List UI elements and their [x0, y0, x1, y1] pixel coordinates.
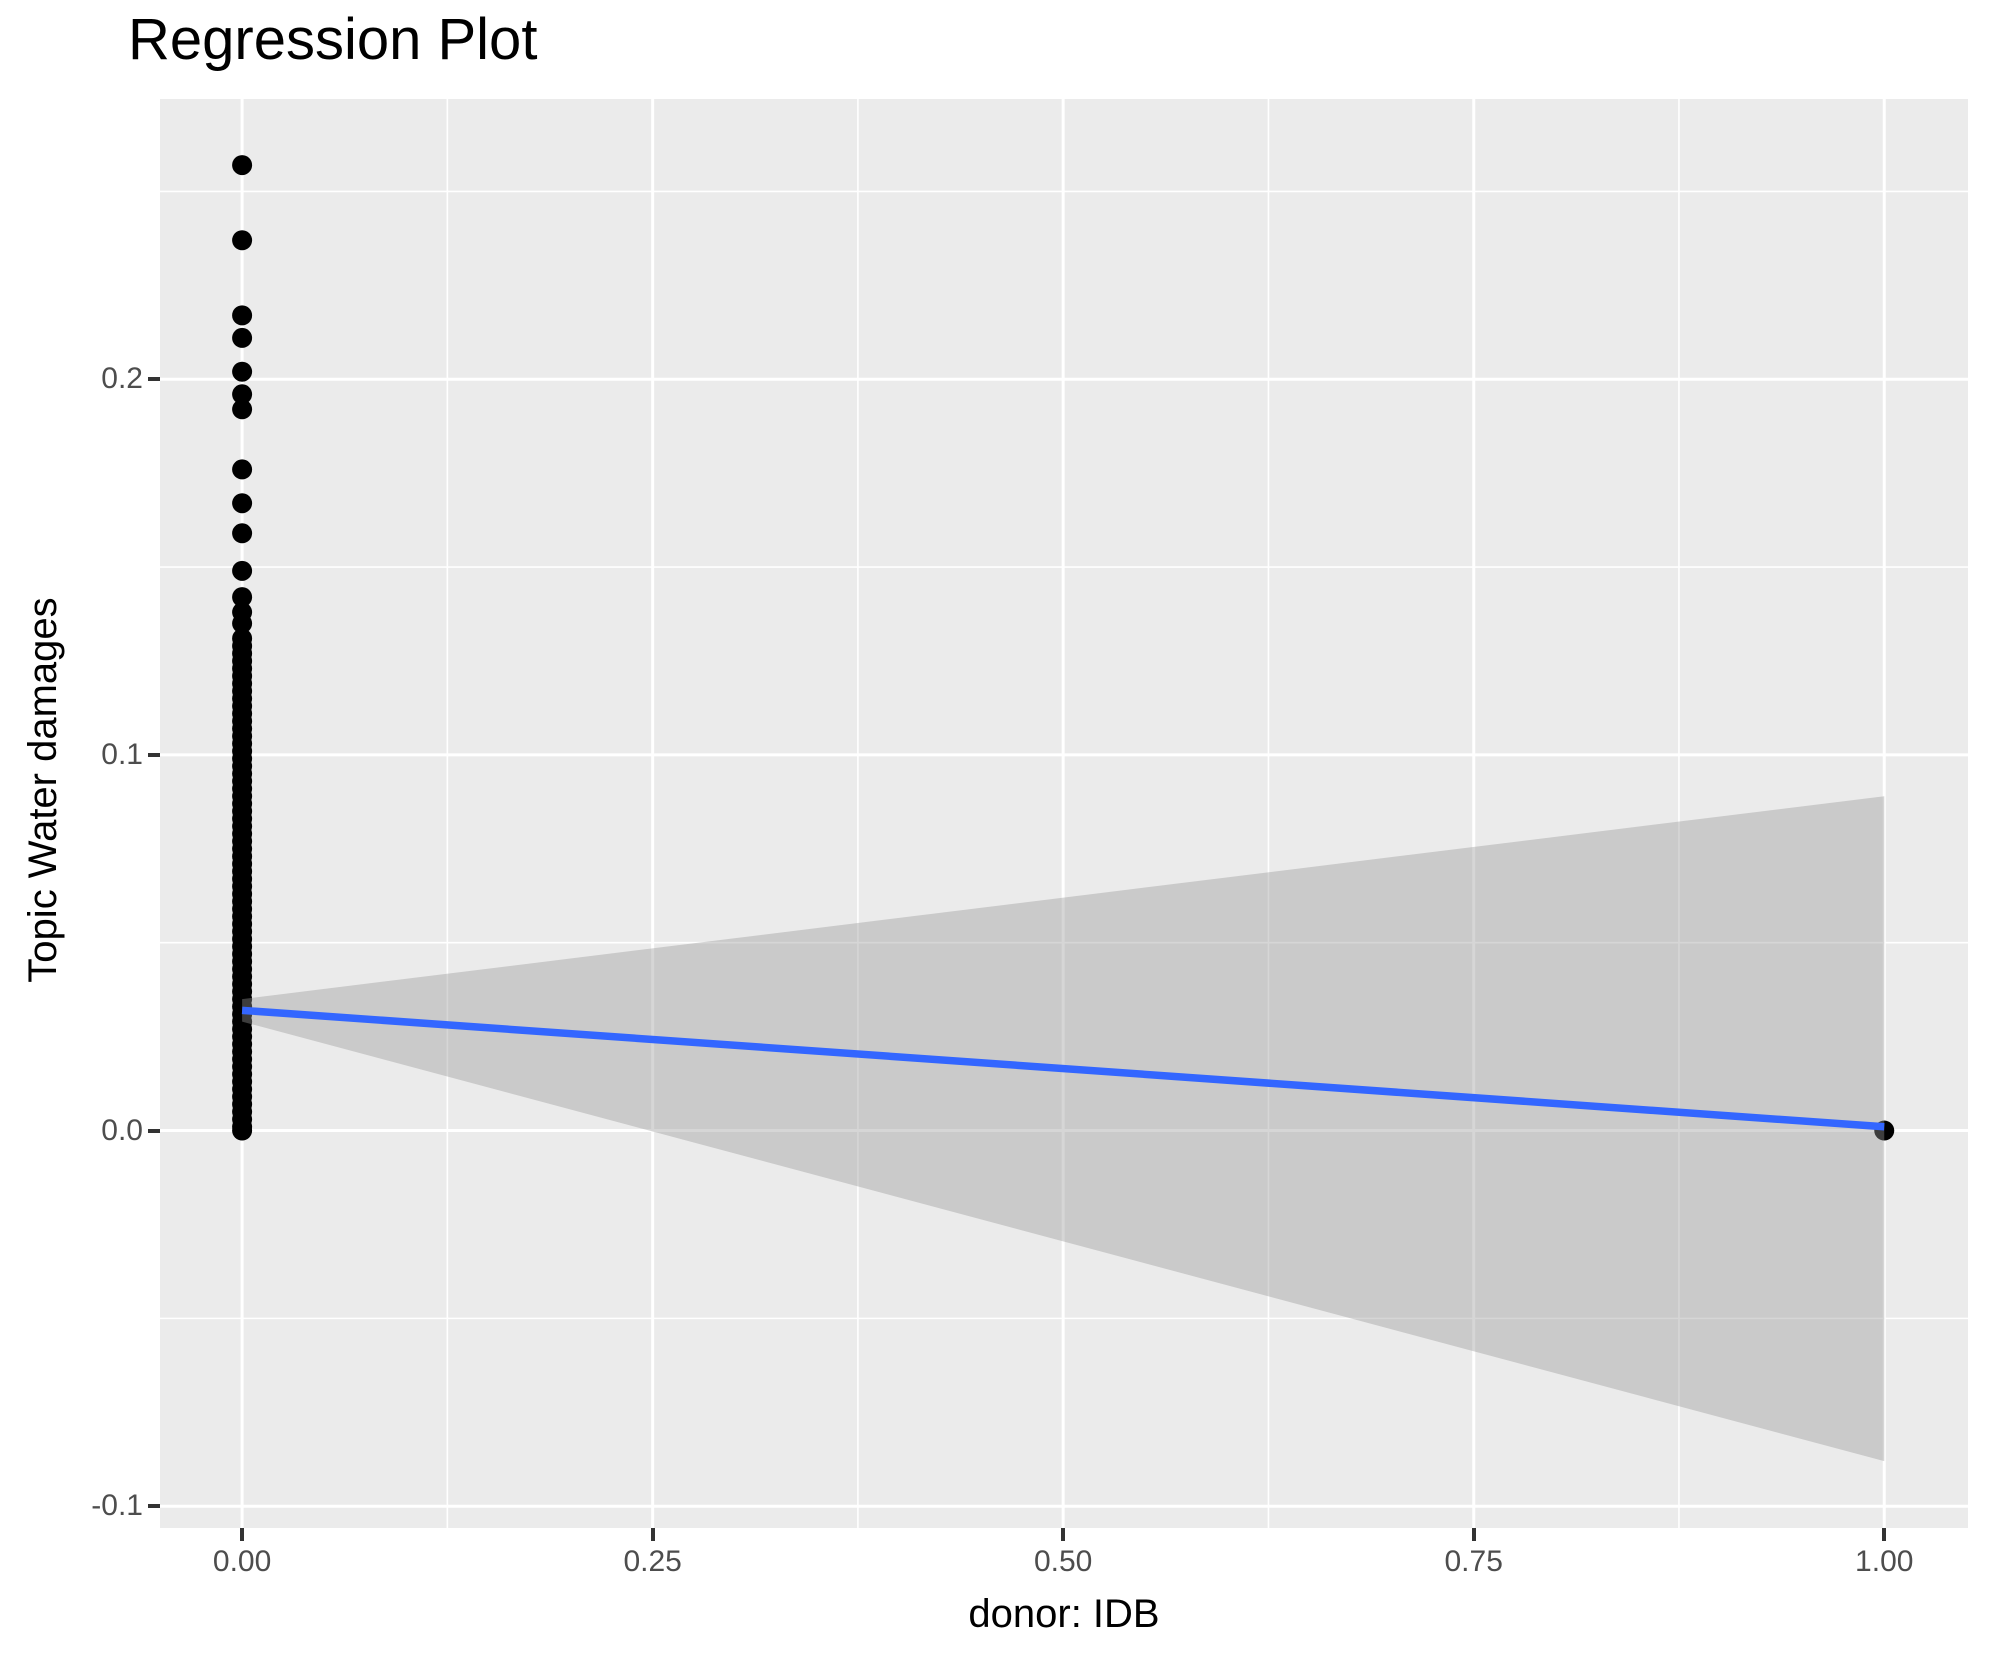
x-axis-title: donor: IDB	[968, 1592, 1160, 1636]
confidence-band	[242, 796, 1885, 1462]
x-tick-label: 1.00	[1855, 1545, 1914, 1578]
y-tick-mark	[148, 377, 160, 382]
x-tick-label: 0.75	[1444, 1545, 1503, 1578]
y-axis-title: Topic Water damages	[21, 597, 65, 983]
scatter-point	[232, 459, 253, 480]
scatter-point	[232, 523, 253, 544]
x-tick-mark	[1061, 1528, 1066, 1541]
scatter-point	[232, 155, 253, 176]
scatter-point	[232, 587, 253, 608]
scatter-point	[232, 613, 253, 634]
x-tick-label: 0.25	[623, 1545, 682, 1578]
scatter-point	[232, 361, 253, 382]
plot-panel	[160, 99, 1968, 1528]
scatter-point	[232, 327, 253, 348]
scatter-point	[232, 230, 253, 251]
plot-title: Regression Plot	[128, 7, 538, 72]
y-tick-mark	[148, 1128, 160, 1133]
scatter-point	[232, 1120, 253, 1141]
scatter-point	[232, 305, 253, 326]
y-tick-mark	[148, 752, 160, 757]
scatter-point	[232, 399, 253, 420]
y-tick-label: 0.1	[101, 737, 143, 771]
scatter-point	[232, 560, 253, 581]
y-tick-mark	[148, 1504, 160, 1509]
x-tick-mark	[650, 1528, 655, 1541]
y-tick-label: 0.0	[101, 1113, 143, 1147]
regression-line	[241, 1006, 1885, 1131]
x-tick-mark	[1471, 1528, 1476, 1541]
plot-canvas	[160, 99, 1968, 1528]
y-tick-label: -0.1	[91, 1489, 143, 1523]
x-tick-mark	[1882, 1528, 1887, 1541]
x-tick-label: 0.50	[1033, 1545, 1093, 1578]
scatter-point	[232, 493, 253, 514]
x-tick-mark	[240, 1528, 245, 1541]
x-tick-label: 0.00	[212, 1545, 272, 1578]
scatter-point	[232, 384, 253, 405]
y-tick-label: 0.2	[101, 362, 143, 396]
